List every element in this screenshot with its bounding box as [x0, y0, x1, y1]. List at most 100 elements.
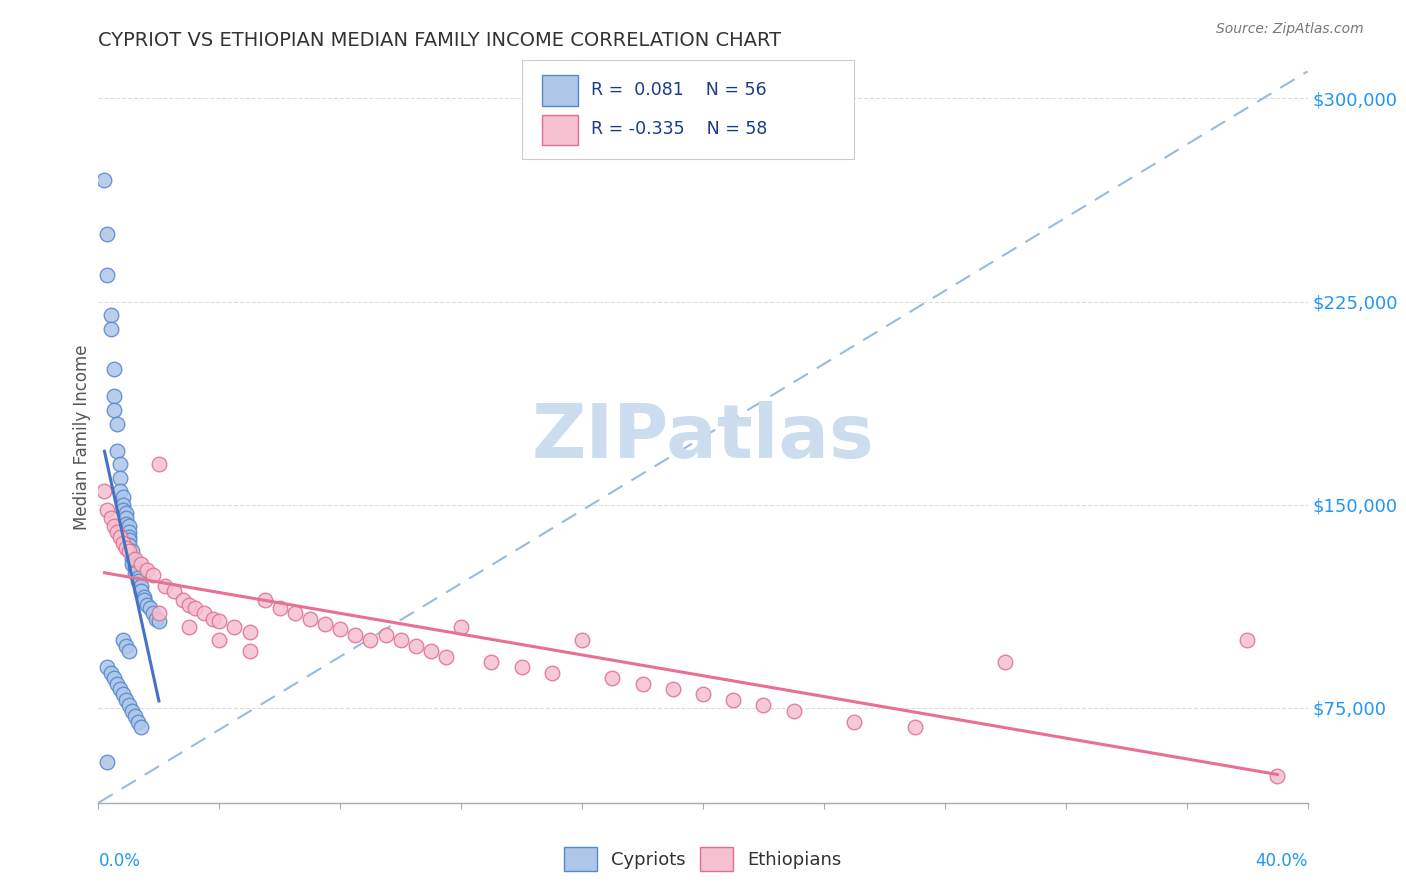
Point — [783, 704, 806, 718]
Point — [103, 362, 125, 376]
Point — [118, 538, 141, 552]
Point — [239, 644, 262, 658]
Point — [96, 755, 118, 769]
Point — [602, 671, 624, 685]
Text: ZIPatlas: ZIPatlas — [531, 401, 875, 474]
Legend: Cypriots, Ethiopians: Cypriots, Ethiopians — [557, 840, 849, 878]
Point — [139, 600, 162, 615]
Point — [420, 644, 443, 658]
Point — [127, 714, 149, 729]
Point — [129, 720, 152, 734]
Point — [153, 579, 176, 593]
Point — [111, 535, 134, 549]
Point — [108, 471, 131, 485]
Point — [103, 671, 125, 685]
Point — [108, 681, 131, 696]
Point — [108, 457, 131, 471]
Point — [124, 566, 146, 580]
Point — [118, 544, 141, 558]
Point — [111, 688, 134, 702]
Point — [93, 172, 115, 186]
Point — [1267, 769, 1289, 783]
Point — [118, 644, 141, 658]
Point — [142, 568, 165, 582]
Point — [752, 698, 775, 713]
Point — [129, 558, 152, 572]
Point — [118, 698, 141, 713]
Point — [994, 655, 1017, 669]
Point — [118, 524, 141, 539]
Point — [389, 633, 412, 648]
Point — [127, 574, 149, 588]
Point — [148, 606, 170, 620]
Point — [179, 620, 201, 634]
Point — [105, 676, 128, 690]
Point — [111, 490, 134, 504]
Point — [105, 524, 128, 539]
Point — [114, 639, 136, 653]
Point — [434, 649, 457, 664]
Point — [96, 660, 118, 674]
Point — [374, 628, 396, 642]
Point — [904, 720, 927, 734]
Point — [105, 417, 128, 431]
Point — [172, 592, 194, 607]
Point — [135, 598, 157, 612]
Point — [148, 615, 170, 629]
Point — [129, 584, 152, 599]
Text: Source: ZipAtlas.com: Source: ZipAtlas.com — [1216, 22, 1364, 37]
FancyBboxPatch shape — [522, 61, 855, 159]
Point — [108, 484, 131, 499]
Point — [114, 693, 136, 707]
Point — [118, 533, 141, 547]
Point — [142, 606, 165, 620]
Point — [93, 484, 115, 499]
Point — [111, 503, 134, 517]
Point — [121, 558, 143, 572]
Point — [1236, 633, 1258, 648]
Point — [129, 579, 152, 593]
Text: CYPRIOT VS ETHIOPIAN MEDIAN FAMILY INCOME CORRELATION CHART: CYPRIOT VS ETHIOPIAN MEDIAN FAMILY INCOM… — [98, 31, 782, 50]
Point — [103, 519, 125, 533]
Point — [510, 660, 533, 674]
Point — [163, 584, 186, 599]
Point — [105, 443, 128, 458]
Point — [344, 628, 367, 642]
Point — [96, 268, 118, 282]
Point — [450, 620, 472, 634]
Point — [692, 688, 714, 702]
Point — [844, 714, 866, 729]
Point — [114, 506, 136, 520]
Point — [108, 530, 131, 544]
Point — [571, 633, 593, 648]
Point — [124, 560, 146, 574]
Point — [145, 611, 167, 625]
Point — [127, 571, 149, 585]
Point — [314, 617, 336, 632]
Point — [208, 633, 231, 648]
Point — [100, 322, 122, 336]
Point — [111, 633, 134, 648]
Text: 0.0%: 0.0% — [98, 852, 141, 870]
Point — [269, 600, 291, 615]
Point — [284, 606, 307, 620]
Point — [224, 620, 246, 634]
Point — [100, 308, 122, 322]
Point — [114, 516, 136, 531]
Point — [360, 633, 382, 648]
Point — [96, 503, 118, 517]
Point — [299, 611, 322, 625]
Point — [100, 665, 122, 680]
Point — [135, 563, 157, 577]
Point — [103, 389, 125, 403]
Point — [132, 590, 155, 604]
Point — [118, 530, 141, 544]
Point — [661, 681, 683, 696]
Y-axis label: Median Family Income: Median Family Income — [73, 344, 91, 530]
Point — [239, 625, 262, 640]
Point — [202, 611, 225, 625]
Point — [114, 541, 136, 556]
Point — [184, 600, 207, 615]
Point — [405, 639, 427, 653]
Point — [329, 623, 352, 637]
